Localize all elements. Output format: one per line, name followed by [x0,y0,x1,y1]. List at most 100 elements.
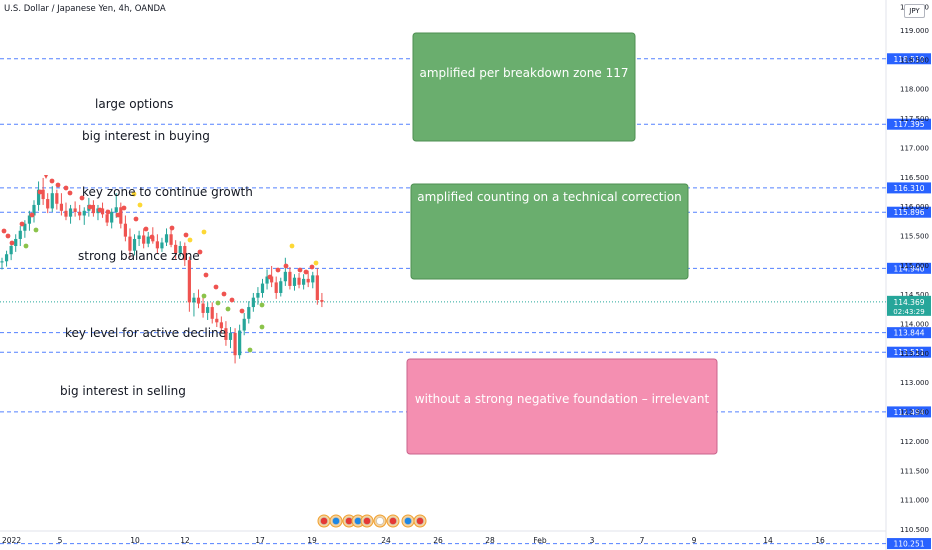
signal-dot-green [33,227,39,233]
candle-body [251,297,255,308]
candle-body [82,210,86,216]
x-tick-label: 5 [58,536,63,545]
event-flag-center [345,517,353,525]
signal-dot-red [37,189,43,195]
signal-dot-red [79,195,85,201]
x-tick-label: 3 [590,536,595,545]
currency-badge[interactable]: JPY [904,4,925,18]
level-badge-label: 113.511 [893,348,924,357]
candle-body [233,332,237,356]
x-tick-label: 12 [180,536,190,545]
signal-dot-red [169,225,175,231]
candle-body [196,297,201,304]
x-tick-label: 24 [381,536,391,545]
x-tick-label: 14 [763,536,773,545]
candle-body [201,303,205,313]
candle-body [68,208,73,217]
candle-body [256,292,260,298]
candle-body [215,318,219,323]
candle-body [4,254,9,262]
zone-label: amplified per breakdown zone 117 [420,66,629,80]
y-tick-label: 118.000 [900,86,929,94]
candle-body [164,234,169,243]
annotation-label: big interest in buying [82,129,210,143]
candle-body [183,246,187,261]
signal-dot-green [247,347,253,353]
signal-dot-red [309,264,315,270]
signal-dot-yellow [201,229,207,235]
signal-dot-red [63,185,69,191]
signal-dot-yellow [187,237,193,243]
signal-dot-red [303,269,309,275]
x-tick-label: 19 [307,536,317,545]
signal-dot-yellow [137,202,143,208]
y-tick-label: 116.500 [900,174,929,182]
level-badge [887,327,931,339]
candle-body [64,210,68,217]
signal-dot-red [133,216,139,222]
candle-body [169,234,173,245]
current-price-label: 114.369 [893,298,924,307]
candle-body [155,241,159,249]
x-tick-label: 26 [433,536,443,545]
candle-body [192,297,196,303]
y-tick-label: 113.500 [900,350,929,358]
zone-box [410,183,689,280]
level-badge-label: 117.395 [893,120,924,129]
signal-dot-red [67,190,73,196]
zone-label: without a strong negative foundation – i… [415,392,710,406]
signal-dot-yellow [313,260,319,266]
signal-dot-red [229,297,235,303]
annotation-label: key level for active decline [65,326,226,340]
candle-body [219,322,223,329]
candle-body [238,330,242,356]
candle-body [100,208,105,215]
y-tick-label: 116.000 [900,203,929,211]
signal-dot-green [23,243,29,249]
x-tick-label: Feb [533,536,547,545]
x-tick-label: 28 [485,536,495,545]
candle-body [36,189,41,205]
candle-body [247,307,251,319]
candle-body [9,246,13,255]
signal-dot-yellow [289,243,295,249]
candle-body [73,208,77,212]
level-badge [887,118,931,130]
y-tick-label: 115.500 [900,232,929,240]
signal-dot-red [105,209,111,215]
candle-body [110,211,114,223]
y-tick-label: 117.000 [900,144,929,152]
level-badge-label: 115.896 [893,208,924,217]
signal-dot-yellow [131,191,137,197]
candle-body [270,276,274,283]
event-flag-center [404,517,412,525]
event-flag-center [376,517,384,525]
level-badge-label: 113.844 [893,329,924,338]
x-tick-label: 2022 [2,536,21,545]
y-tick-label: 114.500 [900,291,929,299]
candle-body [260,283,265,293]
candle-body [160,242,164,249]
candle-body [224,328,228,340]
annotation-label: key zone to continue growth [82,185,253,199]
signal-dot-red [297,267,303,273]
candle-body [274,282,278,293]
zone-label: amplified counting on a technical correc… [417,190,682,204]
signal-dot-red [9,240,15,246]
level-badge-label: 110.251 [893,540,924,549]
level-badge [887,262,931,274]
y-tick-label: 112.500 [900,409,929,417]
candle-body [78,211,82,216]
signal-dot-red [49,178,55,184]
level-badge [887,206,931,218]
candle-body [119,207,123,224]
candle-body [23,223,27,231]
candle-body [283,271,287,282]
y-tick-label: 118.500 [900,56,929,64]
signal-dot-green [225,306,231,312]
level-badge [887,346,931,358]
signal-dot-red [213,284,219,290]
candle-body [146,236,150,244]
annotation-label: big interest in selling [60,384,186,398]
